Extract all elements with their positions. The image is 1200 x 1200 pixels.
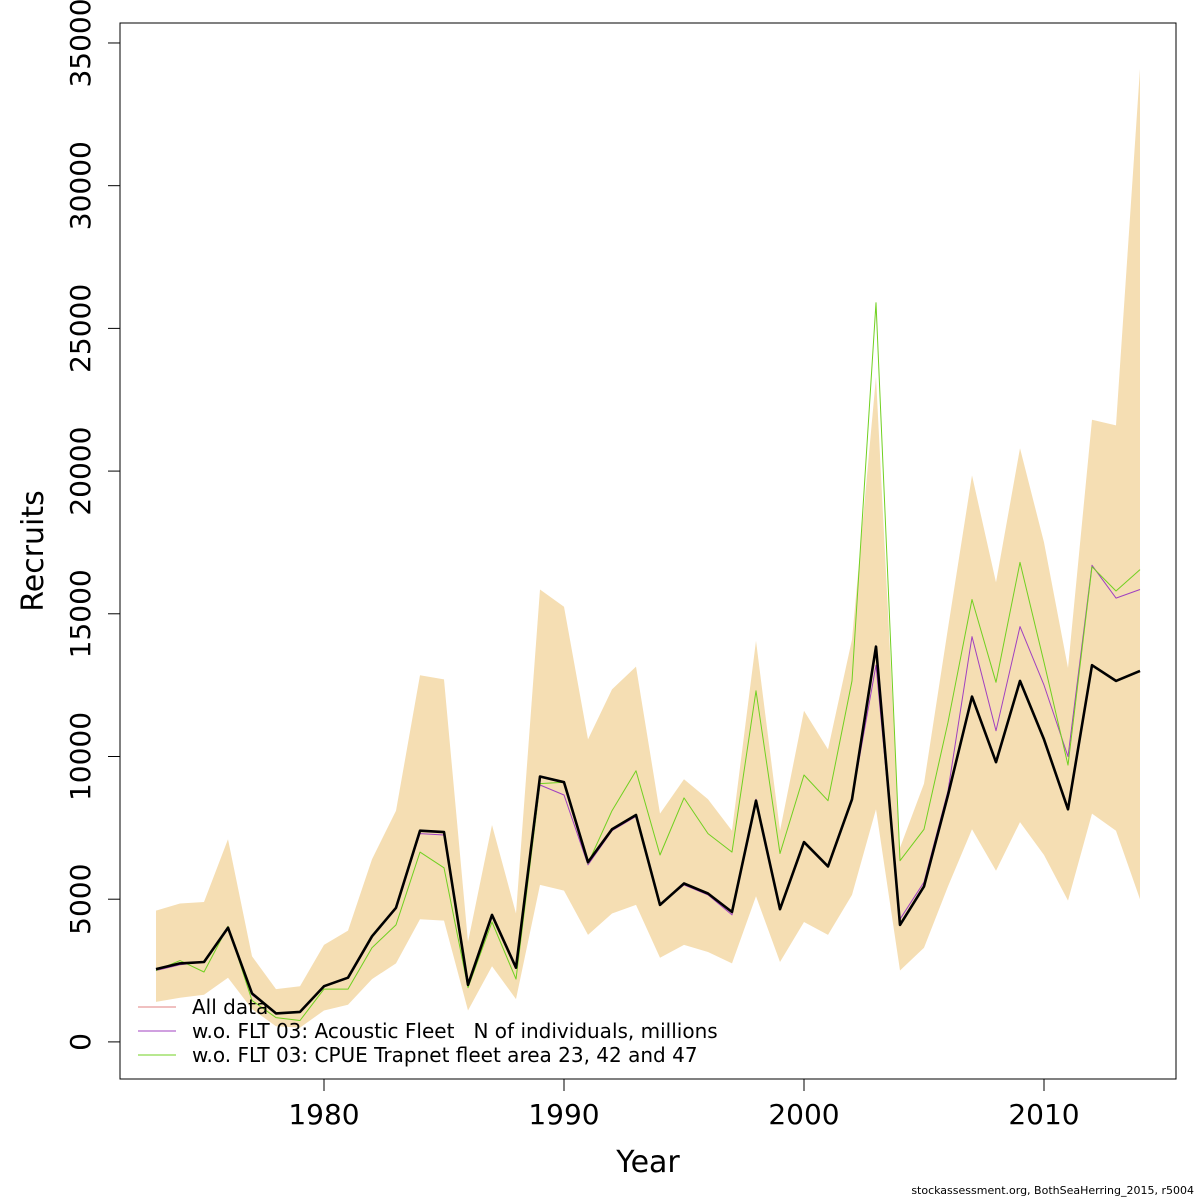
series-layer bbox=[155, 302, 1141, 1021]
series-line-2 bbox=[155, 302, 1141, 1021]
x-axis-title: Year bbox=[615, 1145, 680, 1180]
y-axis: 0 5000 10000 15000 20000 25000 30000 35000 bbox=[64, 0, 120, 1051]
confidence-band bbox=[156, 68, 1140, 1028]
y-tick-label: 30000 bbox=[64, 141, 97, 230]
y-tick-label: 0 bbox=[64, 1033, 97, 1051]
confidence-band-layer bbox=[156, 68, 1140, 1028]
x-tick-label: 2010 bbox=[1008, 1098, 1079, 1131]
x-tick-label: 2000 bbox=[768, 1098, 839, 1131]
y-tick-label: 15000 bbox=[64, 569, 97, 658]
x-axis: 1980 1990 2000 2010 bbox=[288, 1079, 1080, 1131]
plot-frame bbox=[119, 22, 1177, 1080]
y-tick-label: 5000 bbox=[64, 864, 97, 935]
y-tick-label: 20000 bbox=[64, 427, 97, 516]
footer-note: stockassessment.org, BothSeaHerring_2015… bbox=[911, 1184, 1194, 1197]
y-axis-title: Recruits bbox=[16, 490, 51, 612]
y-tick-label: 25000 bbox=[64, 284, 97, 373]
y-tick-label: 10000 bbox=[64, 712, 97, 801]
legend-label: w.o. FLT 03: CPUE Trapnet fleet area 23,… bbox=[192, 1043, 698, 1067]
y-tick-label: 35000 bbox=[64, 0, 97, 88]
x-tick-label: 1980 bbox=[288, 1098, 359, 1131]
legend-label: w.o. FLT 03: Acoustic Fleet N of individ… bbox=[192, 1019, 718, 1043]
legend-label: All data bbox=[192, 995, 268, 1019]
x-tick-label: 1990 bbox=[528, 1098, 599, 1131]
series-line-3 bbox=[155, 645, 1141, 1015]
